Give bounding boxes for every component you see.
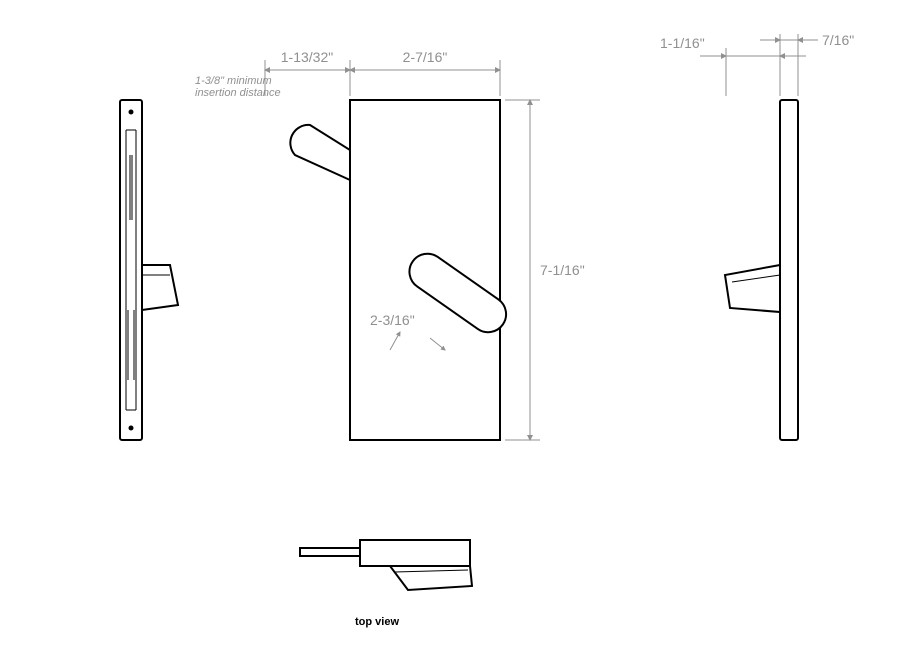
front-view (290, 100, 513, 440)
technical-drawing: 1-13/32" 1-3/8" minimum insertion distan… (0, 0, 922, 666)
dim-height: 7-1/16" (540, 262, 585, 278)
top-view (300, 540, 472, 590)
dim-arm: 2-3/16" (370, 312, 415, 328)
dim-tip: 7/16" (822, 32, 854, 48)
dim-width: 2-7/16" (403, 49, 448, 65)
right-side-view (725, 100, 798, 440)
right-dims: 1-1/16" 7/16" (660, 32, 854, 96)
topview-label: top view (355, 616, 399, 628)
dim-gap: 1-13/32" (281, 49, 333, 65)
dim-depth: 1-1/16" (660, 35, 705, 51)
dim-note-1: 1-3/8" minimum insertion distance (195, 75, 281, 99)
left-side-view (120, 100, 178, 440)
